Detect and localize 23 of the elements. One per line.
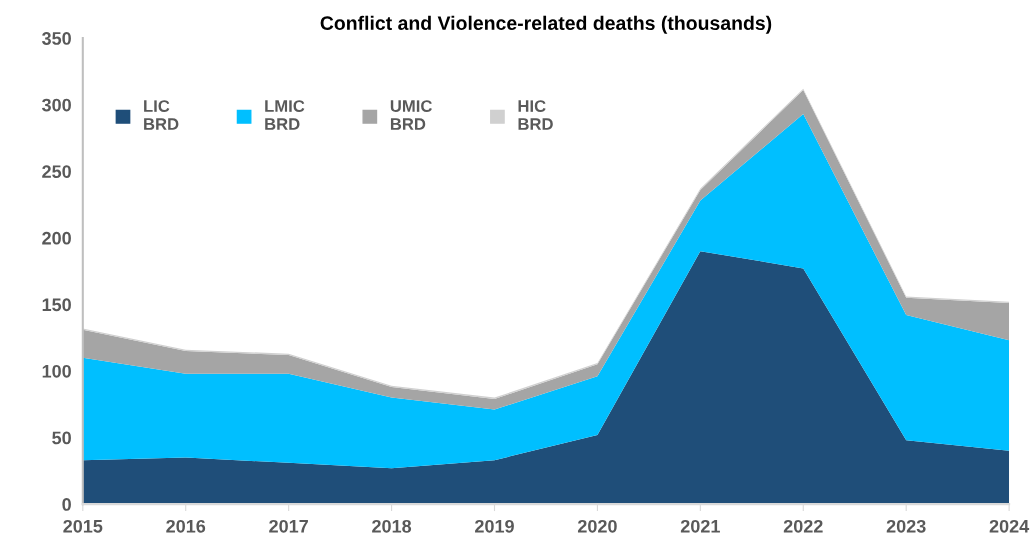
x-tick-label: 2024 [989,519,1030,533]
x-tick-label: 2019 [475,519,514,533]
y-tick-label: 250 [42,165,71,179]
y-tick-label: 150 [42,298,71,312]
y-tick-label: 300 [41,98,71,112]
x-tick-label: 2015 [63,519,103,533]
x-tick-label: 2017 [269,519,308,533]
y-tick-label: 0 [62,498,71,511]
y-tick-label: 50 [52,431,71,445]
legend-label: HIC BRD [518,100,553,130]
x-tick-label: 2016 [166,519,206,533]
legend-label: UMIC BRD [390,100,432,130]
y-tick-label: 350 [41,32,71,45]
x-tick-label: 2021 [680,519,720,533]
x-tick-label: 2020 [577,519,617,533]
legend-label: LMIC BRD [265,100,305,130]
y-tick-label: 200 [42,231,71,245]
x-tick-label: 2018 [372,519,412,533]
x-tick-label: 2022 [783,519,823,533]
chart-title: Conflict and Violence-related deaths (thousands) [320,15,772,34]
x-tick-label: 2023 [886,519,926,533]
legend-label: LIC BRD [144,100,179,130]
y-tick-label: 100 [42,364,71,378]
